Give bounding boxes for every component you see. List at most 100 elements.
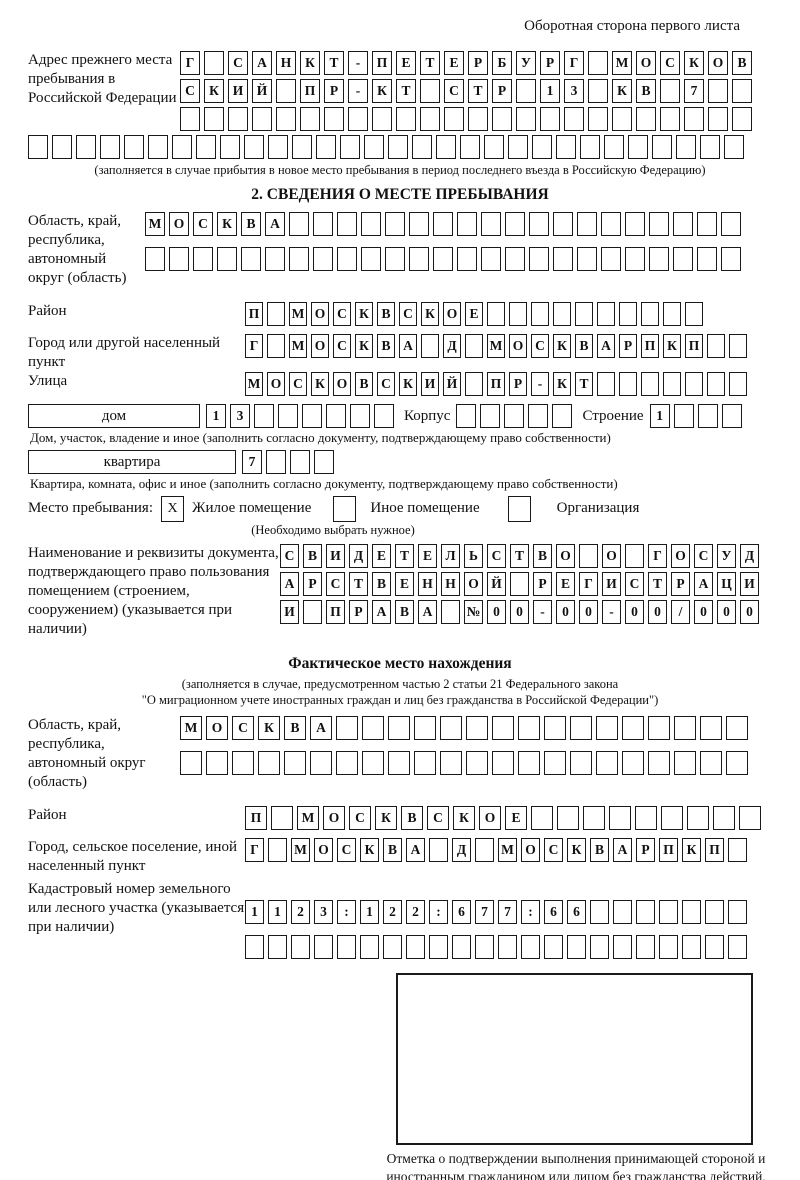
char-cell: [429, 935, 448, 959]
char-cell: [316, 135, 336, 159]
char-cell: В: [575, 334, 593, 358]
char-cell: [289, 247, 309, 271]
char-cell: [456, 404, 477, 428]
char-cell: [172, 135, 192, 159]
char-cell: [641, 372, 659, 396]
char-cell: [663, 372, 681, 396]
char-cell: [145, 247, 165, 271]
char-cell: К: [553, 334, 571, 358]
char-cell: 0: [717, 600, 736, 624]
char-cell: О: [314, 838, 333, 862]
char-cell: Т: [420, 51, 440, 75]
char-cell: [648, 716, 670, 740]
char-cell: [609, 806, 631, 830]
char-cell: -: [531, 372, 549, 396]
char-cell: [414, 751, 436, 775]
char-cell: [544, 716, 566, 740]
char-cell: [337, 212, 357, 236]
char-cell: Д: [349, 544, 368, 568]
char-cell: [372, 107, 392, 131]
apartment-box-label: квартира: [28, 450, 236, 474]
char-cell: 2: [383, 900, 402, 924]
stay-place-block: Место пребывания: X Жилое помещение Иное…: [28, 496, 772, 522]
char-cell: П: [245, 302, 263, 326]
char-cell: К: [682, 838, 701, 862]
char-cell: О: [323, 806, 345, 830]
char-cell: П: [372, 51, 392, 75]
char-cell: П: [685, 334, 703, 358]
char-cell: И: [326, 544, 345, 568]
char-cell: [660, 79, 680, 103]
document-label: Наименование и реквизиты документа, подт…: [28, 545, 279, 637]
char-cell: В: [401, 806, 423, 830]
char-cell: Д: [740, 544, 759, 568]
char-cell: [258, 751, 280, 775]
char-cell: [388, 135, 408, 159]
char-cell: В: [590, 838, 609, 862]
char-cell: С: [487, 544, 506, 568]
district-label: Район: [28, 303, 67, 319]
option-inoe-label: Иное помещение: [370, 500, 480, 516]
char-cell: [468, 107, 488, 131]
char-cell: Т: [396, 79, 416, 103]
region-label: Область, край, республика, автономный ок…: [28, 213, 127, 286]
char-cell: О: [602, 544, 621, 568]
stamp-caption: Отметка о подтверждении выполнения прини…: [386, 1151, 766, 1180]
char-cell: А: [399, 334, 417, 358]
char-cell: [268, 135, 288, 159]
char-cell: И: [280, 600, 299, 624]
char-cell: 0: [694, 600, 713, 624]
stay-place-label: Место пребывания:: [28, 500, 153, 516]
char-cell: Г: [245, 334, 263, 358]
prev-address-label: Адрес прежнего места пребывания в Россий…: [28, 52, 177, 106]
char-cell: [169, 247, 189, 271]
char-cell: [577, 212, 597, 236]
char-cell: Т: [395, 544, 414, 568]
char-cell: [636, 107, 656, 131]
prev-address-row-4: [28, 135, 772, 159]
actual-region-row-2: [180, 751, 772, 775]
char-cell: [685, 372, 703, 396]
char-cell: И: [740, 572, 759, 596]
korpus-label: Корпус: [404, 408, 451, 424]
char-cell: [713, 806, 735, 830]
char-cell: [374, 404, 394, 428]
actual-region-block: Область, край, республика, автономный ок…: [28, 716, 772, 792]
actual-region-label: Область, край, республика, автономный ок…: [28, 717, 146, 790]
char-cell: 0: [740, 600, 759, 624]
char-cell: [278, 404, 298, 428]
char-cell: И: [228, 79, 248, 103]
char-cell: [336, 751, 358, 775]
char-cell: О: [443, 302, 461, 326]
char-cell: [597, 302, 615, 326]
char-cell: [487, 302, 505, 326]
char-cell: И: [421, 372, 439, 396]
char-cell: [697, 212, 717, 236]
char-cell: [452, 935, 471, 959]
char-cell: [385, 212, 405, 236]
char-cell: [440, 751, 462, 775]
char-cell: [518, 716, 540, 740]
prev-address-block: Адрес прежнего места пребывания в Россий…: [28, 51, 772, 135]
char-cell: С: [377, 372, 395, 396]
char-cell: Й: [443, 372, 461, 396]
char-cell: К: [311, 372, 329, 396]
char-cell: 0: [510, 600, 529, 624]
apartment-cells: 7: [242, 450, 338, 474]
char-cell: [529, 212, 549, 236]
char-cell: [364, 135, 384, 159]
char-cell: С: [180, 79, 200, 103]
document-row-3: И П Р А В А № 0 0-0 0-0 0/0 0 0: [280, 600, 772, 624]
char-cell: :: [337, 900, 356, 924]
char-cell: С: [326, 572, 345, 596]
char-cell: [685, 302, 703, 326]
char-cell: В: [355, 372, 373, 396]
char-cell: [697, 404, 718, 428]
char-cell: [604, 135, 624, 159]
char-cell: 0: [556, 600, 575, 624]
char-cell: [619, 372, 637, 396]
char-cell: 7: [475, 900, 494, 924]
char-cell: К: [258, 716, 280, 740]
